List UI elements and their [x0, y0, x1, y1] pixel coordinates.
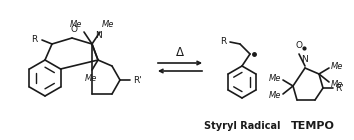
Text: R: R: [31, 34, 37, 44]
Text: N: N: [302, 55, 308, 64]
Text: R: R: [220, 37, 226, 46]
Text: Me: Me: [269, 74, 281, 82]
Text: N: N: [95, 31, 102, 40]
Text: R': R': [133, 75, 142, 85]
Text: Me: Me: [70, 20, 82, 29]
Text: Styryl Radical: Styryl Radical: [204, 121, 280, 131]
Text: Δ: Δ: [176, 46, 184, 59]
Text: Me: Me: [331, 61, 343, 71]
Text: Me: Me: [269, 92, 281, 101]
Text: O: O: [70, 25, 78, 34]
Text: Me: Me: [102, 20, 114, 29]
Text: TEMPO: TEMPO: [291, 121, 335, 131]
Text: O: O: [296, 41, 303, 50]
Text: Me: Me: [331, 80, 343, 88]
Text: Me: Me: [85, 74, 97, 83]
Text: R': R': [335, 83, 344, 93]
